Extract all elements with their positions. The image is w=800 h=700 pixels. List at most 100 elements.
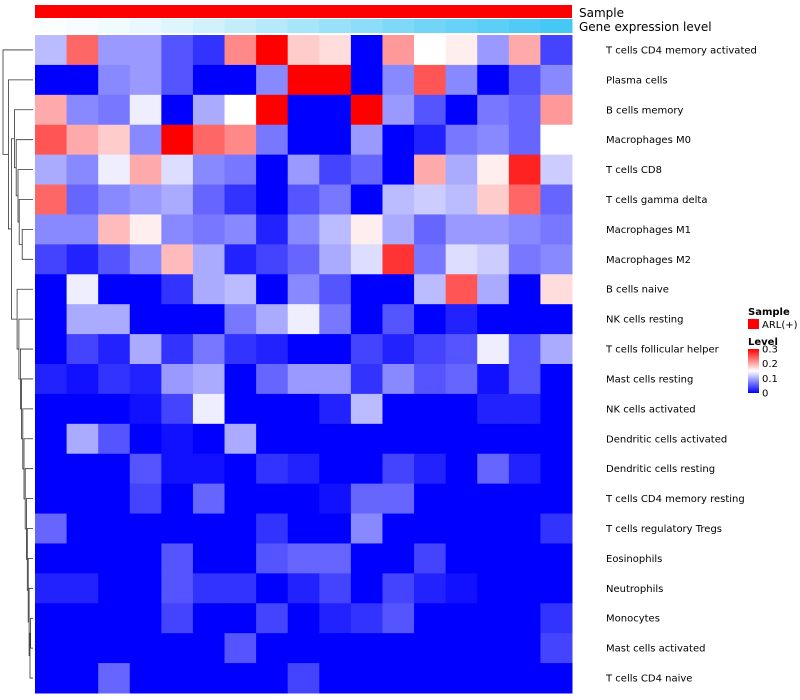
- heatmap-cell: [319, 633, 352, 664]
- gene-annotation-cell: [35, 19, 68, 33]
- heatmap-cell: [414, 214, 447, 245]
- legend-level-tick: 0.1: [762, 374, 778, 385]
- dendrogram-branch: [21, 229, 33, 260]
- heatmap-cell: [508, 423, 541, 455]
- heatmap-cell: [98, 244, 131, 275]
- row-label: Macrophages M1: [606, 225, 691, 236]
- heatmap-cell: [192, 154, 226, 186]
- heatmap-cell: [445, 513, 478, 544]
- heatmap-cell: [445, 364, 478, 395]
- heatmap-cell: [477, 423, 510, 455]
- row-label: NK cells activated: [606, 404, 696, 415]
- heatmap-cell: [66, 453, 99, 485]
- heatmap-cell: [98, 663, 131, 694]
- heatmap-cell: [382, 663, 415, 694]
- row-label: T cells CD4 memory resting: [605, 494, 745, 505]
- heatmap-cell: [98, 35, 131, 66]
- heatmap-cell: [192, 35, 226, 66]
- heatmap-cell: [192, 663, 226, 694]
- heatmap-cell: [445, 423, 478, 455]
- heatmap-cell: [508, 124, 541, 156]
- heatmap-cell: [350, 94, 383, 126]
- heatmap-cell: [319, 304, 352, 335]
- heatmap-cell: [66, 603, 99, 634]
- heatmap-cell: [319, 274, 352, 305]
- legend-level-gradient: [748, 349, 759, 393]
- heatmap-cell: [319, 244, 352, 275]
- heatmap-cell: [66, 483, 99, 515]
- heatmap-cell: [287, 663, 320, 694]
- heatmap-cell: [350, 364, 383, 395]
- heatmap-cell: [98, 633, 131, 664]
- heatmap-cell: [319, 513, 352, 544]
- heatmap-cell: [256, 513, 289, 544]
- heatmap-cell: [477, 244, 510, 275]
- heatmap-cell: [508, 154, 541, 186]
- heatmap-cell: [129, 35, 162, 66]
- gene-annotation-cell: [445, 19, 478, 33]
- heatmap-cell: [224, 304, 257, 335]
- heatmap-cell: [540, 64, 573, 96]
- heatmap-cell: [508, 304, 541, 335]
- heatmap-cell: [477, 573, 510, 604]
- heatmap-cell: [287, 244, 320, 275]
- heatmap-cell: [66, 214, 99, 245]
- heatmap-cell: [224, 423, 257, 455]
- heatmap-cell: [161, 94, 194, 126]
- heatmap-cell: [414, 35, 447, 66]
- gene-annotation-cell: [350, 19, 383, 33]
- heatmap-cell: [350, 124, 383, 156]
- heatmap-cell: [129, 274, 162, 305]
- heatmap-cell: [382, 214, 415, 245]
- heatmap-cell: [445, 304, 478, 335]
- heatmap-cell: [382, 274, 415, 305]
- heatmap-cell: [445, 633, 478, 664]
- heatmap-cell: [445, 94, 478, 126]
- heatmap-cell: [161, 35, 194, 66]
- row-label: B cells memory: [606, 105, 683, 116]
- heatmap-cell: [414, 94, 447, 126]
- heatmap-cell: [382, 573, 415, 604]
- row-label: T cells CD8: [605, 165, 662, 176]
- heatmap-cell: [287, 543, 320, 574]
- heatmap-cell: [256, 393, 289, 425]
- heatmap-cell: [540, 304, 573, 335]
- heatmap-cell: [192, 244, 226, 275]
- heatmap-cell: [66, 64, 99, 96]
- heatmap-cell: [382, 633, 415, 664]
- heatmap-cell: [477, 154, 510, 186]
- gene-annotation-cell: [382, 19, 415, 33]
- heatmap-cell: [98, 393, 131, 425]
- heatmap-cells: [35, 35, 573, 694]
- heatmap-cell: [350, 603, 383, 634]
- heatmap-cell: [350, 483, 383, 515]
- heatmap-cell: [224, 244, 257, 275]
- heatmap-cell: [540, 154, 573, 186]
- heatmap-cell: [350, 573, 383, 604]
- heatmap-cell: [256, 184, 289, 215]
- heatmap-cell: [508, 214, 541, 245]
- heatmap-cell: [224, 124, 257, 156]
- legend-sample-swatch: [748, 319, 759, 329]
- heatmap-cell: [287, 94, 320, 126]
- heatmap-cell: [382, 423, 415, 455]
- heatmap-cell: [414, 393, 447, 425]
- heatmap-cell: [414, 573, 447, 604]
- heatmap-cell: [508, 573, 541, 604]
- heatmap-cell: [508, 35, 541, 66]
- heatmap-cell: [540, 573, 573, 604]
- heatmap-cell: [350, 214, 383, 245]
- heatmap-cell: [66, 154, 99, 186]
- heatmap-cell: [287, 274, 320, 305]
- heatmap-cell: [35, 35, 68, 66]
- heatmap-cell: [540, 543, 573, 574]
- heatmap-cell: [224, 274, 257, 305]
- heatmap-cell: [287, 423, 320, 455]
- heatmap-cell: [98, 214, 131, 245]
- heatmap-cell: [287, 603, 320, 634]
- heatmap-cell: [129, 214, 162, 245]
- heatmap-cell: [319, 124, 352, 156]
- heatmap-cell: [129, 244, 162, 275]
- heatmap-cell: [161, 184, 194, 215]
- heatmap-cell: [382, 35, 415, 66]
